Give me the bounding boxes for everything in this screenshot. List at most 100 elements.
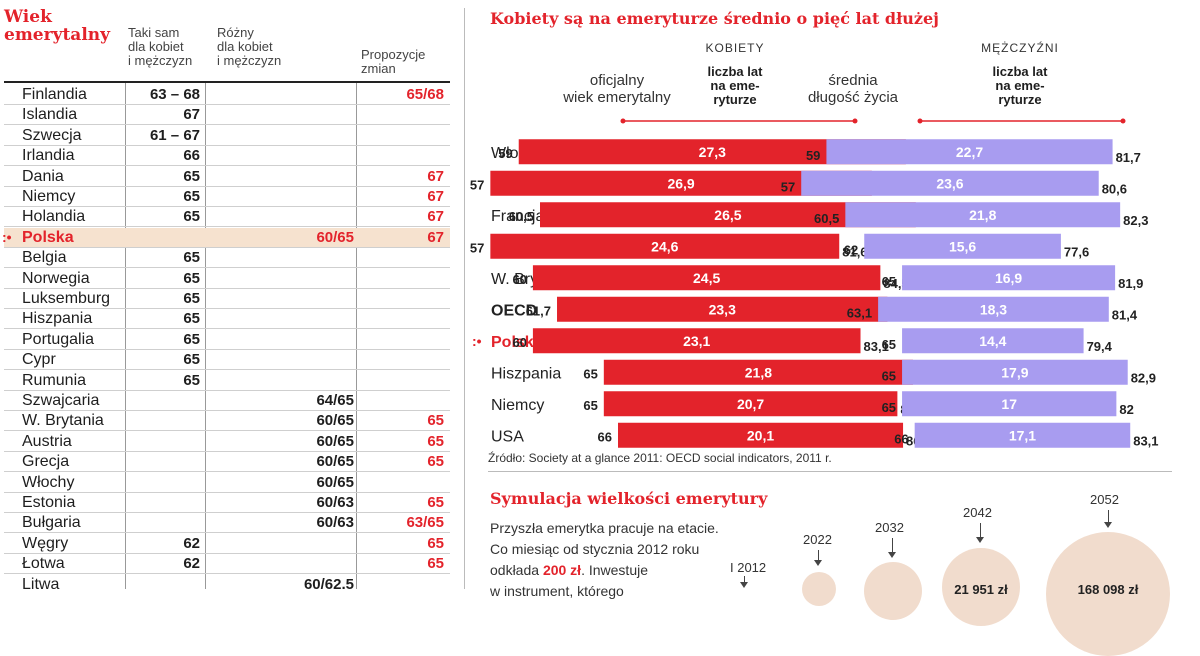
retirement-age-table: Wiek emerytalny Taki sam dla kobiet i mę…	[0, 0, 452, 589]
simulation-text-part: odkłada	[490, 562, 543, 578]
country-name: Estonia	[22, 494, 76, 511]
source-note: Źródło: Society at a glance 2011: OECD s…	[488, 451, 832, 465]
proposal-value: 67	[427, 188, 444, 205]
table-row: Litwa 60/62,5	[4, 575, 450, 589]
women-age-label: 66	[598, 429, 612, 444]
proposal-value: 65	[427, 534, 444, 552]
women-years-label: 26,9	[667, 175, 694, 191]
women-life-label: 83,1	[864, 339, 889, 354]
col-header-same: Taki sam dla kobiet i mężczyzn	[128, 25, 193, 68]
simulation-line: w instrument, którego	[490, 583, 624, 599]
proposal-value: 65	[427, 453, 444, 471]
women-bar	[490, 233, 840, 259]
women-bar	[532, 328, 861, 354]
highlight-marker-icon: :•	[2, 228, 12, 245]
diff-age-value: 64/65	[316, 392, 354, 409]
table-row: Islandia 67	[4, 105, 450, 126]
women-years-label: 23,1	[683, 333, 710, 349]
simulation-line: Przyszła emerytka pracuje na etacie.	[490, 520, 719, 536]
table-row: Holandia 65 67	[4, 207, 450, 228]
table-row: :• Polska 60/65 67	[2, 227, 450, 248]
country-name: Bułgaria	[22, 514, 81, 532]
same-age-value: 63 – 68	[149, 86, 200, 103]
simulation-line: Co miesiąc od stycznia 2012 roku	[490, 541, 700, 557]
country-name: Hiszpania	[22, 310, 93, 328]
year-label: 2022	[803, 532, 832, 547]
table-row: Szwajcaria 64/65	[4, 391, 450, 411]
label-life-expectancy: średnia długość życia	[807, 72, 899, 106]
men-age-label: 57	[781, 179, 795, 194]
proposal-value: 65	[427, 432, 444, 450]
rule-end-dot	[1120, 118, 1126, 124]
category-label: OECD	[491, 302, 537, 319]
women-bar	[532, 265, 881, 291]
women-age-label: 65	[583, 366, 597, 381]
same-age-value: 65	[183, 290, 200, 307]
same-age-value: 62	[183, 534, 200, 552]
men-age-label: 65	[882, 337, 896, 352]
men-life-label: 79,4	[1087, 339, 1113, 354]
diff-age-value: 60/65	[316, 453, 354, 471]
men-years-label: 16,9	[995, 270, 1022, 286]
label-years-women: liczba lat na eme- ryturze	[707, 64, 763, 107]
diff-age-value: 60/63	[316, 494, 354, 511]
table-row: Norwegia 65	[4, 269, 450, 289]
table-row: Grecja 60/65 65	[4, 452, 450, 473]
women-years-label: 27,3	[699, 144, 726, 160]
savings-circle	[864, 562, 922, 620]
country-name: Holandia	[22, 208, 86, 226]
country-name: W. Brytania	[22, 412, 104, 430]
proposal-value: 63/65	[406, 514, 444, 532]
men-header: MĘŻCZYŹNI	[981, 41, 1059, 55]
year-label: 2042	[963, 505, 992, 520]
women-bar	[557, 296, 888, 322]
category-label: Polska	[491, 334, 543, 351]
men-life-label: 77,6	[1064, 244, 1089, 259]
diff-age-value: 60/63	[316, 514, 354, 532]
simulation-line: odkłada 200 zł. Inwestuje	[490, 560, 760, 581]
country-name: Łotwa	[22, 555, 65, 573]
savings-circle	[802, 572, 836, 606]
women-years-label: 21,8	[745, 364, 772, 380]
men-age-label: 65	[882, 400, 896, 415]
diff-age-value: 60/65	[316, 473, 354, 491]
arrow-down-icon	[1104, 510, 1112, 528]
men-bar	[845, 202, 1121, 228]
women-age-label: 61,7	[526, 303, 551, 318]
men-years-label: 21,8	[969, 207, 996, 223]
retirement-bar-chart: Włochy27,35986,322,75981,7Grecja26,95783…	[470, 118, 1159, 448]
proposal-value: 65/68	[406, 86, 444, 103]
women-years-label: 20,1	[747, 427, 774, 443]
country-name: Szwajcaria	[22, 392, 100, 409]
proposal-value: 67	[427, 208, 444, 226]
same-age-value: 61 – 67	[149, 126, 200, 144]
same-age-value: 65	[183, 351, 200, 369]
category-label: Niemcy	[491, 397, 544, 414]
col-header-diff: Różny dla kobiet i mężczyzn	[217, 25, 282, 68]
men-life-label: 81,4	[1112, 307, 1138, 322]
same-age-value: 65	[183, 330, 200, 348]
men-years-label: 15,6	[949, 238, 976, 254]
proposal-value: 65	[427, 555, 444, 573]
country-name: Portugalia	[22, 330, 95, 348]
section-divider	[464, 8, 465, 589]
men-life-label: 82,9	[1131, 370, 1156, 385]
same-age-value: 65	[183, 167, 200, 185]
same-age-value: 65	[183, 249, 200, 267]
table-row: Włochy 60/65	[4, 473, 450, 493]
table-row: Niemcy 65 67	[4, 187, 450, 207]
same-age-value: 65	[183, 188, 200, 205]
table-title: Wiek emerytalny	[4, 7, 111, 45]
arrow-down-icon	[888, 538, 896, 558]
year-label: 2032	[875, 520, 904, 535]
same-age-value: 65	[183, 208, 200, 226]
country-name: Włochy	[22, 473, 75, 491]
men-years-label: 18,3	[980, 301, 1007, 317]
diff-age-value: 60/65	[316, 412, 354, 430]
women-years-label: 20,7	[737, 396, 764, 412]
country-name: Cypr	[22, 351, 56, 369]
same-age-value: 66	[183, 147, 200, 165]
women-age-label: 60	[512, 272, 526, 287]
country-name: Islandia	[22, 106, 78, 124]
circle-amount: 168 098 zł	[1077, 582, 1139, 597]
